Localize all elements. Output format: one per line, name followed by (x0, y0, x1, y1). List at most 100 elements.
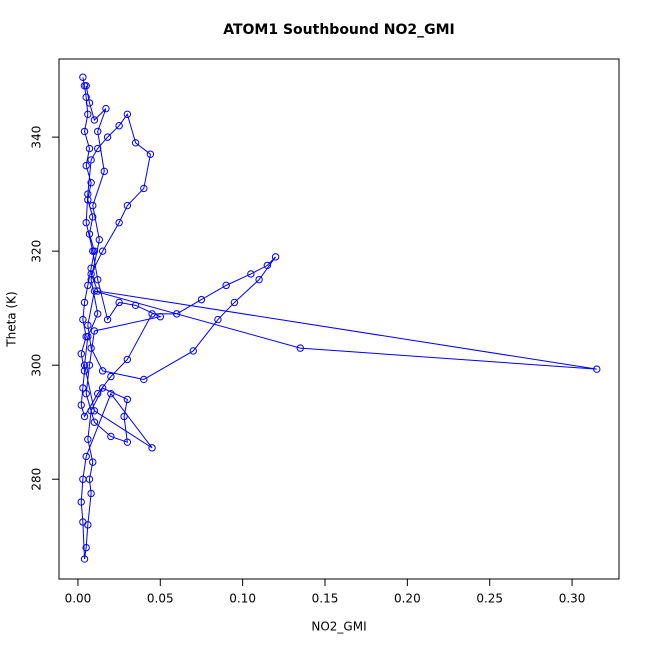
chart-title: ATOM1 Southbound NO2_GMI (223, 22, 455, 38)
x-tick-label: 0.25 (476, 592, 503, 606)
y-tick-label: 280 (30, 468, 44, 491)
x-tick-label: 0.00 (65, 592, 92, 606)
data-point (115, 122, 123, 130)
data-point (84, 281, 92, 290)
x-tick-label: 0.20 (394, 592, 421, 606)
x-tick-label: 0.05 (147, 592, 174, 606)
data-point (123, 438, 132, 446)
data-point (80, 555, 89, 563)
data-point (98, 384, 107, 392)
data-point (148, 310, 156, 318)
data-point (85, 99, 94, 107)
data-point (123, 110, 132, 119)
data-point (87, 264, 95, 272)
data-point (148, 444, 156, 452)
data-point (131, 139, 140, 147)
data-point (82, 452, 90, 461)
data-point (77, 401, 85, 409)
data-point (80, 367, 89, 375)
data-point (79, 315, 87, 324)
data-point (87, 179, 95, 187)
x-axis-label: NO2_GMI (311, 620, 366, 634)
data-point (84, 321, 92, 329)
data-point (84, 332, 92, 341)
y-axis-label: Theta (K) (5, 291, 19, 347)
data-point (140, 184, 148, 193)
data-point (80, 298, 89, 307)
data-point (89, 201, 97, 210)
data-point (94, 310, 102, 318)
data-point (84, 190, 92, 198)
data-point (247, 270, 255, 278)
data-point (107, 372, 115, 381)
data-point (94, 389, 102, 398)
x-tick-label: 0.30 (559, 592, 586, 606)
data-point (85, 230, 94, 238)
data-point (79, 384, 87, 392)
data-point (87, 270, 95, 278)
data-point (90, 116, 99, 124)
x-tick-label: 0.10 (229, 592, 256, 606)
data-point (140, 375, 148, 384)
data-point (115, 218, 123, 227)
data-point (94, 287, 102, 295)
data-point (115, 298, 123, 307)
data-point (84, 110, 92, 119)
data-point (82, 161, 90, 170)
data-point (89, 247, 97, 255)
data-point (102, 104, 110, 113)
data-point (82, 543, 90, 552)
data-point (173, 310, 181, 318)
data-point (80, 127, 89, 136)
data-point (85, 144, 94, 153)
data-point (90, 407, 99, 415)
data-point (79, 518, 87, 526)
data-point (255, 275, 263, 284)
data-point (90, 287, 99, 295)
data-point (271, 253, 280, 261)
data-point (89, 213, 97, 221)
data-point (94, 127, 102, 136)
data-point (98, 367, 107, 375)
data-point (103, 315, 112, 324)
data-point (197, 295, 206, 304)
data-point (123, 355, 132, 364)
data-point (214, 315, 222, 324)
data-point (84, 196, 92, 204)
data-point (82, 389, 90, 398)
data-point (85, 361, 94, 369)
data-point (87, 156, 95, 164)
y-tick-label: 300 (30, 354, 44, 377)
y-tick-label: 320 (30, 240, 44, 263)
data-point (82, 82, 90, 90)
data-point (189, 347, 197, 355)
data-point (146, 150, 155, 158)
data-point (90, 418, 99, 426)
data-point (77, 350, 85, 358)
x-tick-label: 0.15 (312, 592, 339, 606)
data-point (80, 412, 89, 421)
data-point (156, 313, 164, 321)
data-point (79, 475, 87, 483)
data-line (80, 77, 597, 560)
data-point (89, 458, 97, 466)
data-point (123, 201, 132, 210)
data-point (107, 389, 115, 398)
data-point (131, 301, 140, 310)
data-point (120, 412, 128, 421)
data-point (263, 261, 272, 270)
data-point (95, 236, 104, 244)
data-point (107, 432, 115, 441)
data-point (230, 298, 239, 307)
data-point (77, 498, 85, 506)
data-point (82, 218, 90, 227)
data-point (87, 489, 95, 498)
data-point (98, 247, 107, 255)
data-point (87, 275, 95, 284)
data-point (90, 327, 99, 335)
data-point (79, 73, 87, 81)
y-tick-label: 340 (30, 126, 44, 149)
data-point (593, 365, 601, 373)
